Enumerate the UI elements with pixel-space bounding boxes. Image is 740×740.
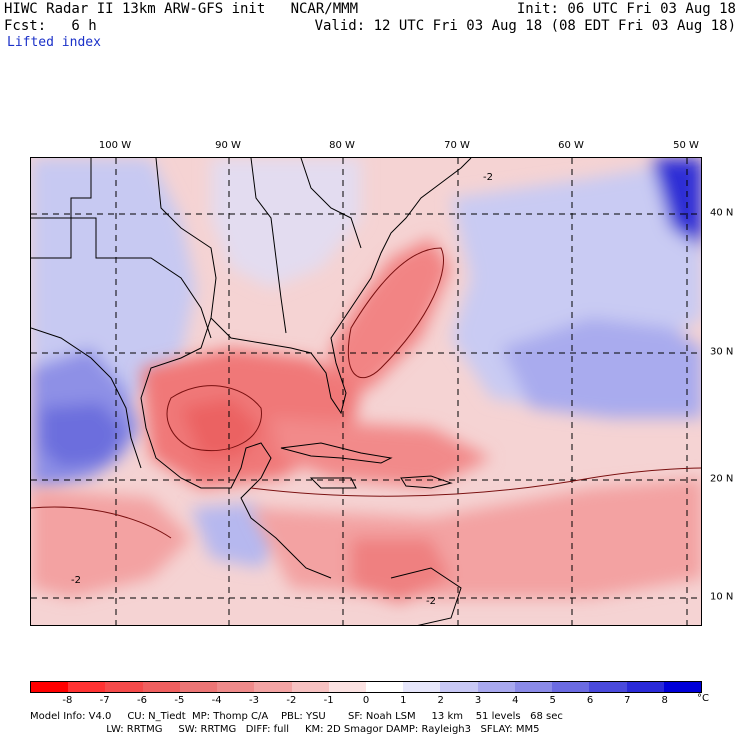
unstable-regions <box>31 238 701 603</box>
colorbar-swatch <box>179 682 218 692</box>
coastlines <box>31 158 472 625</box>
graticule <box>31 158 701 625</box>
colorbar-tick-label: -5 <box>174 695 185 706</box>
lon-label-100w: 100 W <box>98 140 132 151</box>
init-time: Init: 06 UTC Fri 03 Aug 18 <box>516 1 736 17</box>
colorbar-swatch <box>663 682 701 692</box>
colorbar-tick-label: -2 <box>286 695 297 706</box>
model-info-line2: LW: RRTMG SW: RRTMG DIFF: full KM: 2D Sm… <box>30 724 540 735</box>
colorbar-swatch <box>514 682 553 692</box>
lon-label-80w: 80 W <box>329 140 355 151</box>
lon-label-60w: 60 W <box>558 140 584 151</box>
field-name: Lifted index <box>7 35 101 50</box>
colorbar-swatch <box>589 682 627 692</box>
run-title: HIWC Radar II 13km ARW-GFS init NCAR/MMM <box>4 1 359 17</box>
colorbar-tick-label: 2 <box>437 695 444 706</box>
colorbar-swatch <box>552 682 590 692</box>
colorbar-tick-label: 0 <box>362 695 370 706</box>
colorbar-swatch <box>254 682 292 692</box>
colorbar-tick-label: 5 <box>549 695 556 706</box>
colorbar-swatch <box>105 682 143 692</box>
lat-label-10n: 10 N <box>710 591 734 603</box>
colorbar-swatch <box>291 682 329 692</box>
colorbar-swatch <box>142 682 180 692</box>
colorbar-swatch <box>31 682 69 692</box>
lon-label-90w: 90 W <box>215 140 241 151</box>
colorbar-swatch <box>403 682 441 692</box>
colorbar-swatch <box>626 682 664 692</box>
colorbar-swatch <box>440 682 478 692</box>
colorbar-tick-label: 8 <box>661 695 668 706</box>
colorbar-swatch <box>68 682 106 692</box>
contour-label: -2 <box>71 575 81 586</box>
colorbar-tick-label: 7 <box>624 695 631 706</box>
colorbar-unit: °C <box>697 693 709 704</box>
colorbar-tick-label: -6 <box>137 695 147 706</box>
colorbar-tick-label: 1 <box>400 695 407 706</box>
lat-label-20n: 20 N <box>710 473 734 485</box>
colorbar-tick-label: -8 <box>62 695 73 706</box>
colorbar <box>30 681 702 693</box>
colorbar-tick-label: 6 <box>586 695 594 706</box>
colorbar-swatch <box>328 682 366 692</box>
model-info-line1: Model Info: V4.0 CU: N_Tiedt MP: Thomp C… <box>30 711 563 722</box>
colorbar-tick-label: -7 <box>99 695 110 706</box>
lon-label-50w: 50 W <box>673 140 699 151</box>
contour-label: -2 <box>483 172 493 183</box>
colorbar-swatch <box>365 682 404 692</box>
lat-label-40n: 40 N <box>710 207 734 219</box>
lon-label-70w: 70 W <box>444 140 470 151</box>
colorbar-tick-label: 3 <box>474 695 482 706</box>
valid-time: Valid: 12 UTC Fri 03 Aug 18 (08 EDT Fri … <box>314 18 736 34</box>
colorbar-swatch <box>217 682 255 692</box>
colorbar-tick-label: -3 <box>249 695 259 706</box>
lat-label-30n: 30 N <box>710 346 734 358</box>
contour-label: -2 <box>426 596 436 607</box>
map-canvas: -2 -2 -2 <box>31 158 701 625</box>
lifted-index-map: -2 -2 -2 <box>30 157 702 626</box>
colorbar-tick-label: 4 <box>512 695 519 706</box>
colorbar-tick-label: -4 <box>211 695 222 706</box>
colorbar-swatch <box>477 682 515 692</box>
forecast-hour: Fcst: 6 h <box>4 18 97 34</box>
contour-lines <box>31 247 701 539</box>
colorbar-tick-label: -1 <box>323 695 334 706</box>
